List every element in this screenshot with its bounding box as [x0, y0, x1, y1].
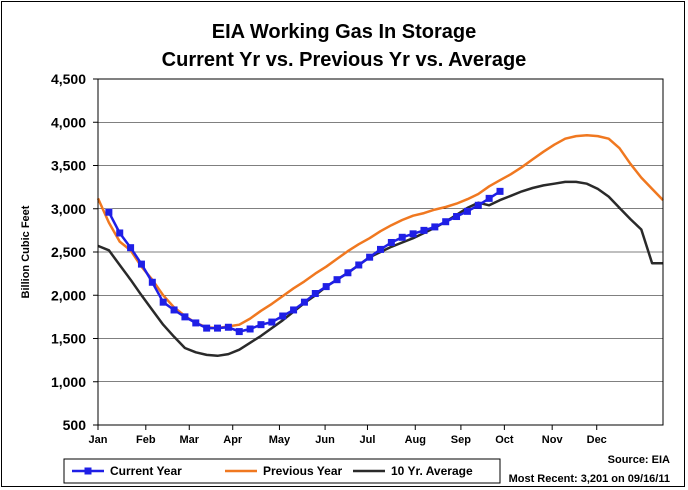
data-point	[344, 269, 352, 277]
data-point	[420, 226, 428, 234]
data-point	[268, 318, 276, 326]
x-tick-label: Feb	[136, 434, 156, 446]
legend-items: Current Year Previous Year 10 Yr. Average	[72, 464, 473, 478]
data-point	[148, 278, 156, 286]
y-tick-label: 4,500	[51, 71, 86, 87]
x-tick-label: Jun	[315, 434, 335, 446]
data-point	[170, 306, 178, 314]
x-tick-label: Mar	[179, 434, 199, 446]
data-point	[453, 213, 461, 221]
data-point	[224, 323, 232, 331]
data-point	[257, 321, 265, 329]
y-tick-label: 3,000	[51, 201, 86, 217]
data-point	[192, 319, 200, 327]
data-point	[116, 229, 124, 237]
y-tick-label: 2,000	[51, 287, 86, 303]
x-tick-label: Jan	[89, 434, 108, 446]
x-axis-ticks: Jan Feb Mar Apr May Jun Jul Aug Sep Oct Nov Dec	[89, 425, 607, 446]
data-point	[474, 201, 482, 209]
data-point	[387, 238, 395, 246]
data-point	[377, 245, 384, 253]
data-point	[442, 218, 450, 226]
y-tick-label: 1,000	[51, 374, 86, 390]
data-point	[398, 233, 406, 241]
grid-lines	[98, 121, 663, 383]
chart-title: EIA Working Gas In Storage	[212, 21, 477, 43]
data-point	[322, 283, 330, 291]
y-tick-label: 4,000	[51, 114, 86, 130]
x-tick-label: Oct	[495, 434, 514, 446]
data-point	[214, 324, 222, 332]
x-tick-label: Aug	[405, 434, 426, 446]
x-tick-label: May	[269, 434, 291, 446]
series-group	[96, 133, 664, 358]
x-tick-label: Sep	[451, 434, 471, 446]
data-point	[105, 208, 113, 216]
data-point	[137, 260, 145, 268]
most-recent-note: Most Recent: 3,201 on 09/16/11	[509, 473, 670, 485]
y-axis-label: Billion Cubic Feet	[20, 205, 32, 298]
data-point	[366, 253, 374, 261]
series-line-previous-year	[96, 133, 664, 330]
data-point	[181, 313, 189, 321]
y-tick-label: 1,500	[51, 331, 86, 347]
data-point	[496, 187, 504, 195]
data-point	[235, 328, 243, 336]
data-point	[485, 194, 493, 202]
data-point	[246, 325, 254, 333]
data-point	[311, 290, 319, 298]
y-tick-label: 500	[63, 417, 87, 433]
plot-area-border	[97, 78, 664, 426]
legend-label-current-year: Current Year	[110, 464, 182, 478]
series-line-10-yr-average	[97, 180, 663, 358]
data-point	[431, 223, 439, 231]
data-point	[333, 276, 341, 284]
legend-box	[63, 458, 501, 484]
data-point	[203, 324, 211, 332]
source-note: Source: EIA	[608, 454, 670, 466]
data-point	[159, 298, 167, 306]
y-tick-label: 2,500	[51, 244, 86, 260]
data-point	[300, 298, 308, 306]
legend-label-previous-year: Previous Year	[263, 464, 342, 478]
x-tick-label: Dec	[587, 434, 607, 446]
x-tick-label: Apr	[223, 434, 243, 446]
data-point	[409, 230, 417, 238]
legend-label-10-yr-average: 10 Yr. Average	[391, 464, 473, 478]
series-line-current-year	[107, 190, 501, 333]
data-point	[290, 306, 298, 314]
data-point	[463, 207, 471, 215]
x-tick-label: Nov	[542, 434, 564, 446]
legend-marker	[84, 467, 92, 475]
data-point	[279, 312, 287, 320]
legend: Current Year Previous Year 10 Yr. Average	[63, 458, 501, 484]
x-tick-label: Jul	[360, 434, 376, 446]
y-axis-ticks: 500 1,000 1,500 2,000 2,500 3,000 3,500 4,000 4,…	[51, 71, 98, 433]
data-point	[127, 244, 135, 252]
data-point	[355, 261, 363, 269]
chart-subtitle: Current Yr vs. Previous Yr vs. Average	[162, 49, 527, 71]
y-tick-label: 3,500	[51, 158, 86, 174]
